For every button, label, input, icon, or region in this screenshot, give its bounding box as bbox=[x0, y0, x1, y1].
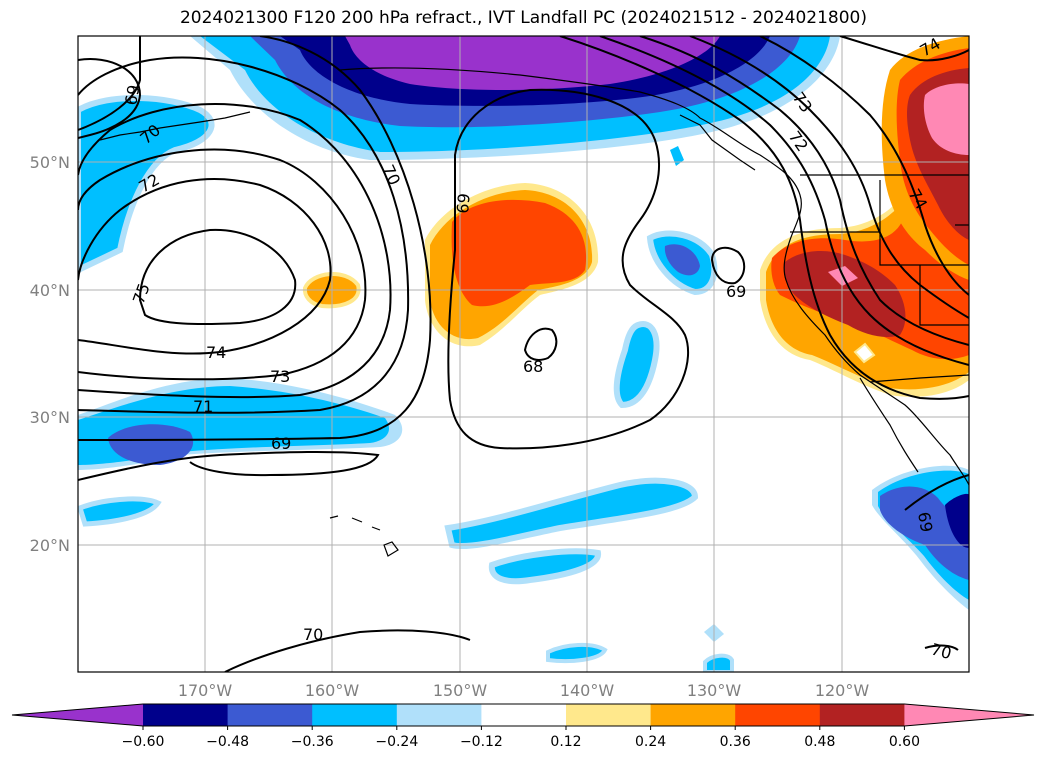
colorbar: −0.60 −0.48 −0.36 −0.24 −0.12 0.12 0.24 0.36 0.4… bbox=[11, 703, 1035, 750]
colorbar-tick-label: 0.24 bbox=[635, 734, 666, 750]
contour-71 bbox=[78, 56, 410, 414]
negative-patch-central-3 bbox=[670, 146, 684, 166]
colorbar-tick-label: −0.24 bbox=[375, 734, 418, 750]
contour-label-73: 73 bbox=[270, 367, 290, 386]
lon-label-140w: 140°W bbox=[560, 681, 615, 700]
colorbar-tick-label: 0.48 bbox=[804, 734, 835, 750]
lon-label-160w: 160°W bbox=[305, 681, 360, 700]
contour-label-69-central: 69 bbox=[453, 192, 474, 214]
colorbar-segment bbox=[735, 704, 821, 726]
positive-patch-northwest-pink bbox=[923, 83, 969, 155]
positive-patch-westcoast-dark bbox=[784, 250, 906, 337]
contour-label-69-east: 69 bbox=[914, 510, 936, 533]
negative-patch-south-1 bbox=[78, 496, 162, 527]
colorbar-segment bbox=[650, 704, 736, 726]
coastline-canada-islands bbox=[679, 114, 756, 171]
colorbar-segment bbox=[312, 704, 398, 726]
negative-patch-central-2 bbox=[613, 321, 660, 409]
positive-patch-central-core bbox=[451, 199, 587, 307]
contour-72 bbox=[78, 103, 392, 399]
contour-label-68: 68 bbox=[523, 357, 543, 376]
colorbar-tick-label: −0.48 bbox=[206, 734, 249, 750]
contour-68 bbox=[523, 327, 558, 361]
lat-label-40n: 40°N bbox=[30, 281, 70, 300]
colorbar-segment bbox=[566, 704, 652, 726]
contour-label-70-south: 70 bbox=[303, 625, 323, 644]
contour-label-75: 75 bbox=[129, 281, 154, 307]
colorbar-segment bbox=[481, 704, 567, 726]
contour-70-south bbox=[224, 629, 471, 672]
lon-label-170w: 170°W bbox=[178, 681, 233, 700]
lon-label-130w: 130°W bbox=[687, 681, 742, 700]
latitude-labels: 50°N 40°N 30°N 20°N bbox=[30, 153, 70, 555]
colorbar-segment bbox=[819, 704, 905, 726]
contour-69-east bbox=[904, 474, 969, 511]
contour-label-72-east: 72 bbox=[785, 127, 812, 155]
negative-patch-south-2 bbox=[444, 477, 699, 549]
map-frame bbox=[77, 35, 970, 673]
coastline-baja bbox=[859, 377, 919, 473]
contour-label-69-small: 69 bbox=[726, 282, 746, 301]
colorbar-segment bbox=[227, 704, 313, 726]
colorbar-extend-right bbox=[904, 704, 1034, 726]
negative-patch-south-5 bbox=[703, 653, 734, 672]
contour-75 bbox=[138, 228, 297, 326]
negative-patch-south-3 bbox=[488, 548, 601, 585]
contour-69-north bbox=[78, 36, 141, 131]
contour-69-central bbox=[447, 88, 690, 450]
negative-band-north-purple bbox=[345, 36, 720, 90]
contour-70-west bbox=[78, 36, 432, 441]
border-us-mexico bbox=[869, 374, 969, 383]
contour-label-69-north: 69 bbox=[121, 83, 143, 106]
colorbar-tick-label: 0.12 bbox=[550, 734, 581, 750]
colorbar-tick-label: −0.36 bbox=[291, 734, 334, 750]
contour-74-northeast bbox=[839, 36, 969, 62]
contour-70-southeast bbox=[924, 644, 959, 651]
colorbar-extend-left bbox=[12, 704, 143, 726]
colorbar-segment bbox=[396, 704, 482, 726]
contour-69-west bbox=[78, 450, 380, 481]
contour-71-east bbox=[559, 36, 969, 400]
contour-label-74: 74 bbox=[206, 343, 226, 362]
colorbar-tick-label: 0.36 bbox=[720, 734, 751, 750]
aleutian-islands bbox=[99, 111, 251, 141]
contour-73-east bbox=[639, 36, 969, 346]
border-oregon-california bbox=[790, 231, 969, 266]
contour-74-east bbox=[689, 36, 969, 319]
lon-label-150w: 150°W bbox=[433, 681, 488, 700]
contour-69-small bbox=[710, 246, 746, 285]
contour-label-70-southeast: 70 bbox=[929, 640, 954, 664]
negative-patch-baja-navy bbox=[945, 493, 969, 548]
contour-label-69-subtropical: 69 bbox=[271, 434, 291, 453]
negative-patch-south-4 bbox=[546, 643, 608, 664]
lat-label-30n: 30°N bbox=[30, 408, 70, 427]
contour-lines bbox=[78, 36, 969, 672]
colorbar-tick-label: −0.60 bbox=[122, 734, 165, 750]
contour-70-north bbox=[78, 58, 142, 139]
lat-label-50n: 50°N bbox=[30, 153, 70, 172]
colorbar-tick-label: −0.12 bbox=[460, 734, 503, 750]
lat-label-20n: 20°N bbox=[30, 536, 70, 555]
colorbar-segment bbox=[143, 704, 229, 726]
lon-label-120w: 120°W bbox=[815, 681, 870, 700]
longitude-labels: 170°W 160°W 150°W 140°W 130°W 120°W bbox=[178, 681, 870, 700]
colorbar-tick-label: 0.60 bbox=[889, 734, 920, 750]
hawaiian-islands bbox=[329, 515, 399, 557]
shaded-field bbox=[78, 36, 969, 672]
negative-band-subtropical-royal bbox=[108, 424, 194, 465]
contour-label-71: 71 bbox=[193, 397, 213, 416]
negative-patch-central-1-core bbox=[664, 244, 700, 276]
contour-75-east bbox=[759, 36, 969, 296]
positive-patch-white-spot bbox=[853, 342, 876, 364]
contour-72-east bbox=[599, 36, 969, 366]
map-title: 2024021300 F120 200 hPa refract., IVT La… bbox=[179, 8, 867, 28]
contour-74 bbox=[78, 177, 332, 355]
contour-73 bbox=[78, 148, 367, 381]
